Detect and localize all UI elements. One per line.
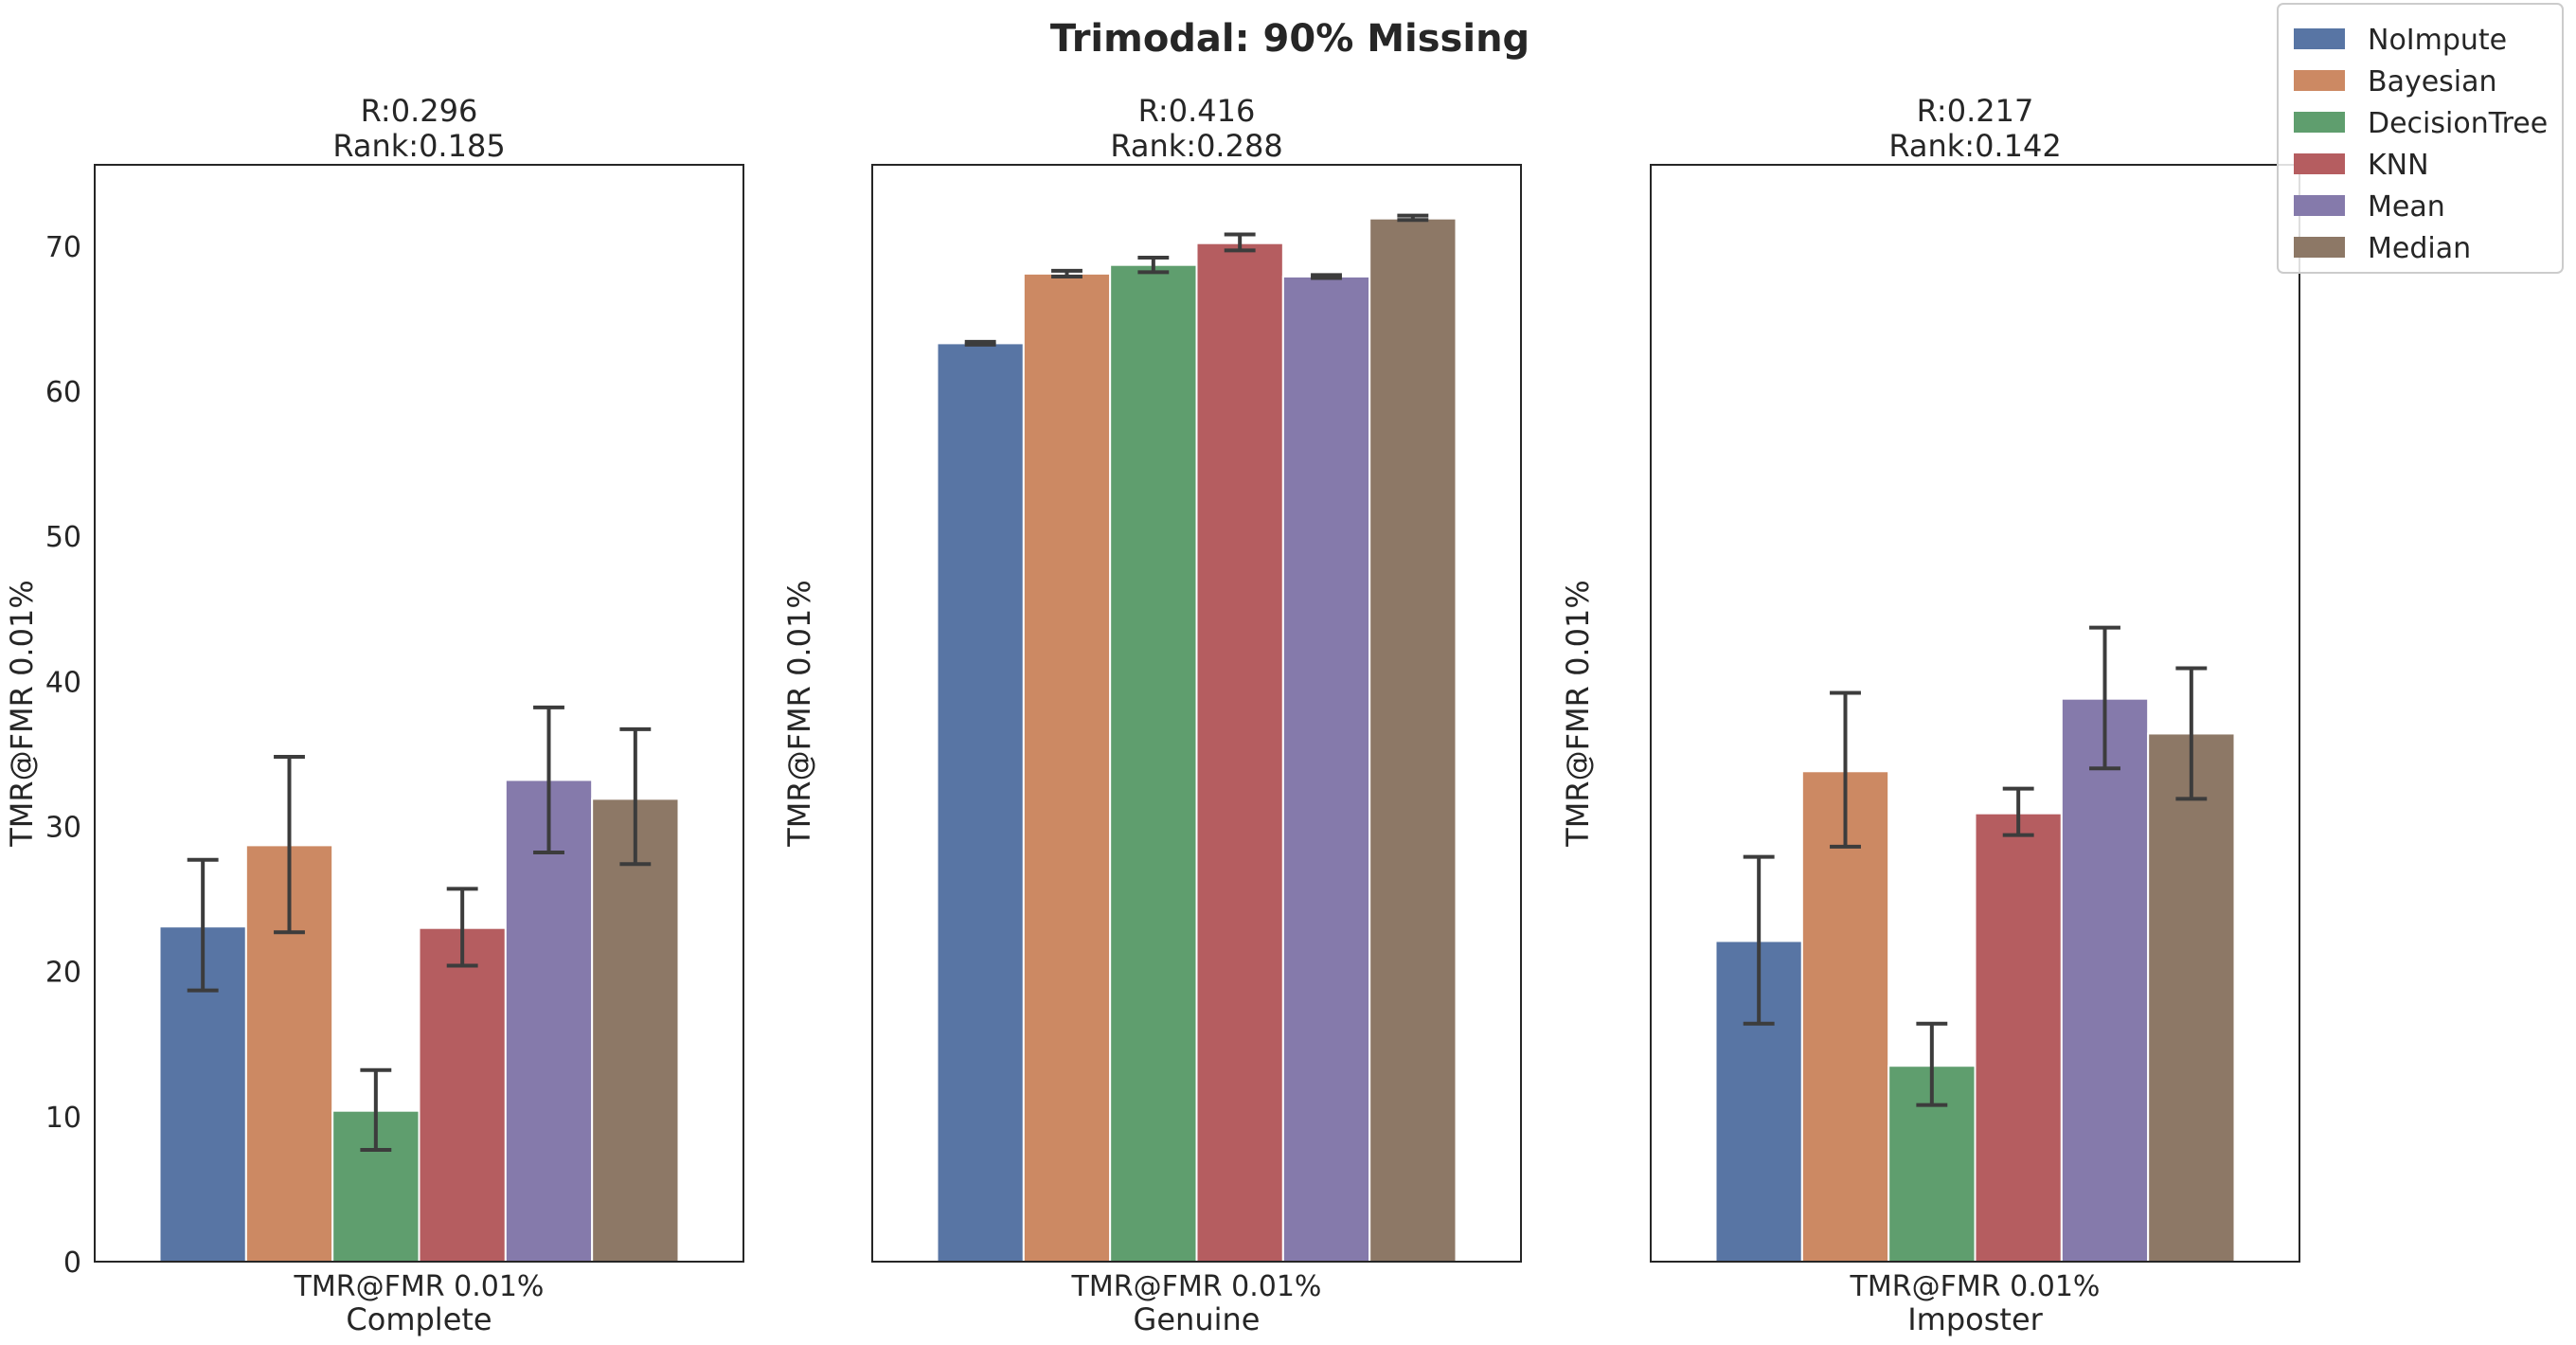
- legend-swatch-decisiontree: [2294, 112, 2345, 133]
- legend-label: DecisionTree: [2368, 107, 2548, 140]
- bar-mean: [2060, 697, 2150, 1263]
- bar-median: [2147, 732, 2236, 1263]
- legend-swatch-mean: [2294, 195, 2345, 216]
- x-tick-label: TMR@FMR 0.01%: [294, 1270, 545, 1303]
- bar-decisiontree: [1109, 263, 1198, 1264]
- panel-title-line: Rank:0.142: [1888, 128, 2061, 164]
- panel-title-line: R:0.217: [1917, 93, 2034, 129]
- bar-mean: [1281, 275, 1371, 1263]
- axes-frame: [871, 164, 1522, 1263]
- panel-title-line: Rank:0.185: [332, 128, 505, 164]
- legend-label: Bayesian: [2368, 65, 2497, 99]
- legend-label: NoImpute: [2368, 24, 2507, 57]
- bar-noimpute: [936, 342, 1025, 1263]
- chart-panels: R:0.296 Rank:0.185 TMR@FMR 0.01% 0 10 20 30 40 5…: [4, 93, 2300, 1337]
- x-axis-label: Genuine: [1134, 1301, 1261, 1337]
- bar-median: [1368, 217, 1458, 1264]
- chart-panel-1: R:0.296 Rank:0.185 TMR@FMR 0.01% 0 10 20 30 40 5…: [4, 93, 744, 1337]
- panel-title: R:0.296 Rank:0.185: [332, 93, 505, 164]
- panel-title-line: R:0.296: [361, 93, 478, 129]
- x-tick-label: TMR@FMR 0.01%: [1850, 1270, 2101, 1303]
- y-tick-label: 30: [45, 811, 81, 844]
- chart-panel-2: R:0.416 Rank:0.288 TMR@FMR 0.01% TMR@FMR 0.…: [781, 93, 1522, 1337]
- legend-label: Mean: [2368, 190, 2445, 224]
- bar-knn: [418, 926, 507, 1263]
- legend-frame: [2277, 3, 2564, 274]
- legend-swatch-bayesian: [2294, 70, 2345, 91]
- bar-knn: [1974, 812, 2063, 1263]
- legend-swatch-noimpute: [2294, 28, 2345, 49]
- y-tick-label: 60: [45, 376, 81, 409]
- bar-bayesian: [1800, 770, 1890, 1263]
- legend-swatch-knn: [2294, 153, 2345, 174]
- legend-label: Median: [2368, 232, 2471, 265]
- legend: NoImpute Bayesian DecisionTree KNN Mean Media…: [2277, 3, 2564, 274]
- x-axis-label: Complete: [346, 1301, 492, 1337]
- axes-frame: [94, 164, 744, 1263]
- y-tick-label: 10: [45, 1102, 81, 1135]
- legend-label: KNN: [2368, 149, 2429, 182]
- chart-panel-3: R:0.217 Rank:0.142 TMR@FMR 0.01% TMR@FMR 0.…: [1560, 93, 2300, 1337]
- panel-title: R:0.217 Rank:0.142: [1888, 93, 2061, 164]
- y-axis-label: TMR@FMR 0.01%: [1560, 580, 1596, 847]
- y-axis-label: TMR@FMR 0.01%: [4, 580, 40, 847]
- x-axis-label: Imposter: [1907, 1301, 2043, 1337]
- panel-title: R:0.416 Rank:0.288: [1110, 93, 1282, 164]
- bar-knn: [1195, 242, 1284, 1264]
- y-tick-label: 40: [45, 666, 81, 699]
- axes-frame: [1650, 164, 2300, 1263]
- legend-swatch-median: [2294, 237, 2345, 258]
- bar-median: [591, 798, 680, 1263]
- panel-title-line: Rank:0.288: [1110, 128, 1282, 164]
- y-tick-label: 20: [45, 957, 81, 990]
- y-axis-label: TMR@FMR 0.01%: [781, 580, 817, 847]
- y-tick-label: 50: [45, 521, 81, 554]
- y-tick-label: 70: [45, 231, 81, 264]
- panel-title-line: R:0.416: [1138, 93, 1256, 129]
- y-tick-label: 0: [63, 1246, 81, 1280]
- x-tick-label: TMR@FMR 0.01%: [1071, 1270, 1322, 1303]
- bar-bayesian: [1022, 272, 1112, 1263]
- figure-title: Trimodal: 90% Missing: [1050, 17, 1530, 61]
